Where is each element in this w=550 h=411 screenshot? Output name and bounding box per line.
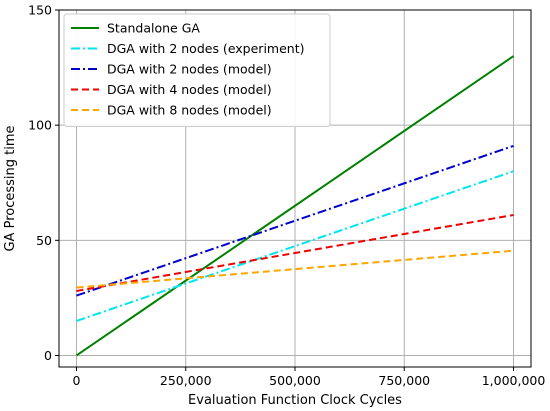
- series-line: [75, 55, 515, 357]
- x-tick-label: 500,000: [269, 373, 321, 388]
- y-tick-label: 150: [28, 3, 52, 18]
- x-axis-label: Evaluation Function Clock Cycles: [188, 393, 402, 408]
- legend: Standalone GA DGA with 2 nodes (experimen…: [63, 13, 331, 127]
- y-tick-label: 0: [44, 348, 52, 363]
- legend-label: DGA with 2 nodes (experiment): [107, 41, 305, 56]
- legend-label: DGA with 2 nodes (model): [107, 62, 272, 77]
- legend-label: DGA with 4 nodes (model): [107, 82, 272, 97]
- series-line: [76, 144, 514, 297]
- x-tick-label: 1,000,000: [482, 373, 546, 388]
- series-lines: [75, 55, 515, 357]
- x-tick-label: 0: [73, 373, 81, 388]
- y-axis-label: GA Processing time: [3, 125, 18, 251]
- legend-label: Standalone GA: [107, 21, 200, 36]
- series-line: [76, 249, 514, 289]
- x-tick-label: 250,000: [160, 373, 212, 388]
- series-line: [76, 170, 514, 322]
- legend-label: DGA with 8 nodes (model): [107, 103, 272, 118]
- x-tick-label: 750,000: [378, 373, 430, 388]
- y-tick-label: 50: [36, 233, 52, 248]
- legend-box: [63, 13, 331, 127]
- series-line: [76, 214, 514, 292]
- y-tick-label: 100: [28, 118, 52, 133]
- axis-ticks: 0 250,000 500,000 750,000 1,000,000 0 50 100 150: [28, 3, 545, 389]
